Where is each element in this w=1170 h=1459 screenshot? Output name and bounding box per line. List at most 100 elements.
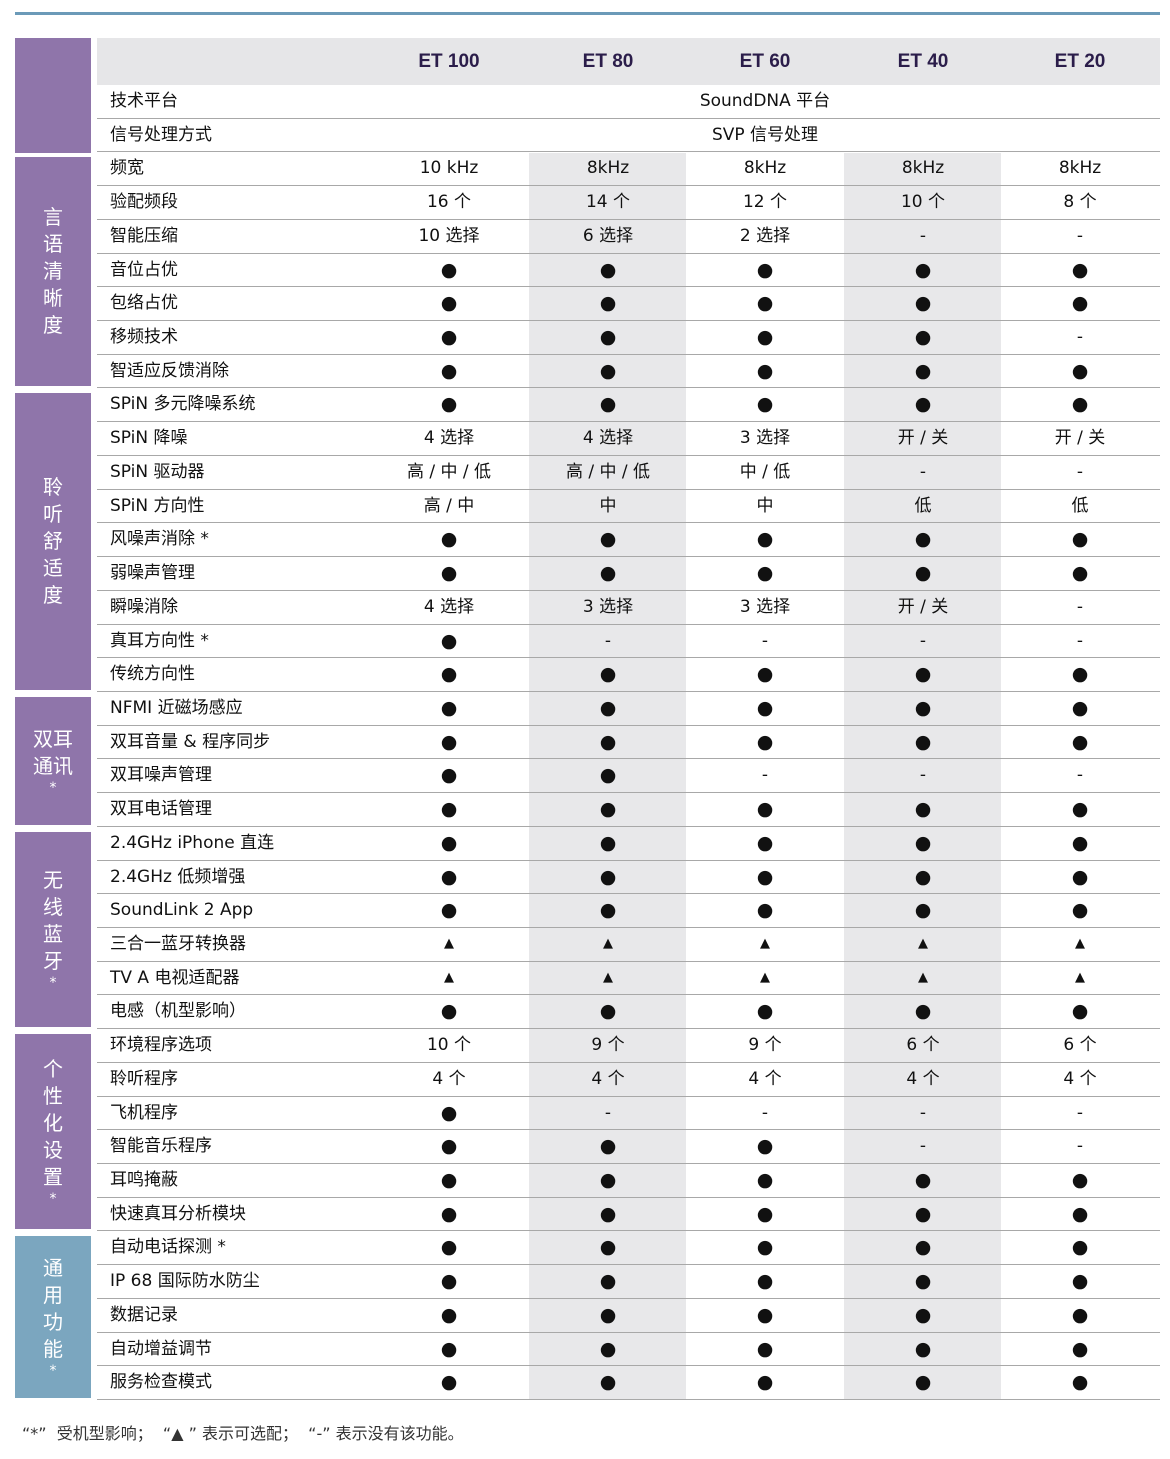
optional-triangle-icon: ▲: [918, 936, 928, 951]
group-label-line: 晰: [43, 286, 63, 311]
row-value: 14 个: [585, 192, 631, 213]
table-row: 技术平台 SoundDNA 平台: [97, 85, 1160, 119]
row-label: 信号处理方式: [110, 124, 212, 145]
included-dot-icon: ●: [440, 629, 458, 652]
group-label-line: 通讯: [33, 753, 73, 778]
included-dot-icon: ●: [440, 865, 458, 888]
optional-triangle-icon: ▲: [918, 969, 928, 985]
included-dot-icon: ●: [756, 663, 774, 686]
column-shade-et80: [529, 153, 686, 1400]
included-dot-icon: ●: [1071, 899, 1089, 922]
row-label: 智适应反馈消除: [110, 360, 229, 381]
model-header: ET 80: [582, 51, 634, 72]
included-dot-icon: ●: [756, 865, 774, 888]
table-row: SPiN 方向性 高 / 中 中 中 低 低: [97, 490, 1160, 524]
row-label: 2.4GHz 低频增强: [110, 866, 246, 887]
row-label: 聆听程序: [110, 1068, 178, 1089]
included-dot-icon: ●: [440, 1101, 458, 1124]
included-dot-icon: ●: [756, 899, 774, 922]
not-available-dash: -: [919, 1102, 927, 1123]
included-dot-icon: ●: [599, 1202, 617, 1225]
included-dot-icon: ●: [914, 696, 932, 719]
row-label: NFMI 近磁场感应: [110, 697, 243, 718]
table-row: 智能音乐程序 ● ● ● - -: [97, 1130, 1160, 1165]
row-label: 移频技术: [110, 327, 178, 348]
included-dot-icon: ●: [756, 528, 774, 551]
row-label: 技术平台: [110, 91, 178, 111]
included-dot-icon: ●: [756, 1270, 774, 1293]
included-dot-icon: ●: [1071, 393, 1089, 416]
not-available-dash: -: [761, 765, 769, 786]
included-dot-icon: ●: [756, 258, 774, 281]
group-label-line: 言: [43, 205, 63, 230]
included-dot-icon: ●: [1071, 258, 1089, 281]
optional-triangle-icon: ▲: [1075, 969, 1085, 985]
row-value: 开 / 关: [1054, 428, 1106, 449]
row-value: 10 个: [426, 1035, 472, 1056]
included-dot-icon: ●: [440, 1371, 458, 1394]
included-dot-icon: ●: [440, 1337, 458, 1360]
row-label: SPiN 多元降噪系统: [110, 394, 256, 415]
included-dot-icon: ●: [756, 1303, 774, 1326]
group-label-line: 个: [43, 1057, 63, 1082]
included-dot-icon: ●: [1071, 798, 1089, 821]
included-dot-icon: ●: [599, 663, 617, 686]
group-label-line: 线: [43, 895, 63, 920]
row-label: 频宽: [110, 158, 144, 179]
included-dot-icon: ●: [1071, 562, 1089, 585]
row-value: 3 选择: [582, 596, 634, 617]
table-row: 瞬噪消除 4 选择 3 选择 3 选择 开 / 关 -: [97, 591, 1160, 625]
included-dot-icon: ●: [1071, 292, 1089, 315]
group-label-line: 适: [43, 556, 63, 581]
table-row: 快速真耳分析模块 ● ● ● ● ●: [97, 1198, 1160, 1232]
not-available-dash: -: [1076, 225, 1084, 246]
included-dot-icon: ●: [914, 663, 932, 686]
table-row: 2.4GHz iPhone 直连 ● ● ● ● ●: [97, 827, 1160, 861]
group-label: 通用功能 *: [15, 1236, 91, 1399]
row-label: 真耳方向性 *: [110, 630, 209, 651]
included-dot-icon: ●: [756, 1169, 774, 1192]
included-dot-icon: ●: [914, 899, 932, 922]
row-value: 12 个: [742, 192, 788, 213]
included-dot-icon: ●: [914, 798, 932, 821]
model-header: ET 100: [418, 51, 480, 72]
included-dot-icon: ●: [440, 798, 458, 821]
included-dot-icon: ●: [1071, 359, 1089, 382]
row-value: 8kHz: [901, 158, 945, 179]
included-dot-icon: ●: [599, 831, 617, 854]
included-dot-icon: ●: [440, 562, 458, 585]
row-value: 8 个: [1063, 192, 1097, 213]
table-row: IP 68 国际防水防尘 ● ● ● ● ●: [97, 1265, 1160, 1299]
included-dot-icon: ●: [914, 730, 932, 753]
group-label-line: 化: [43, 1111, 63, 1136]
table-row: 三合一蓝牙转换器 ▲ ▲ ▲ ▲ ▲: [97, 928, 1160, 962]
included-dot-icon: ●: [914, 326, 932, 349]
included-dot-icon: ●: [756, 1000, 774, 1023]
header-sidebar-block: [15, 38, 91, 153]
included-dot-icon: ●: [599, 326, 617, 349]
row-value: 中: [599, 495, 617, 516]
included-dot-icon: ●: [440, 326, 458, 349]
included-dot-icon: ●: [599, 1169, 617, 1192]
included-dot-icon: ●: [599, 292, 617, 315]
included-dot-icon: ●: [756, 798, 774, 821]
row-value: 4 选择: [423, 596, 475, 617]
row-label: 双耳音量 & 程序同步: [110, 731, 271, 752]
group-label-line: 能: [43, 1337, 63, 1362]
row-label: SPiN 驱动器: [110, 461, 205, 482]
optional-triangle-icon: ▲: [760, 936, 770, 951]
included-dot-icon: ●: [756, 1202, 774, 1225]
row-label: 智能音乐程序: [110, 1136, 212, 1157]
not-available-dash: -: [1076, 765, 1084, 786]
included-dot-icon: ●: [599, 1270, 617, 1293]
included-dot-icon: ●: [440, 764, 458, 787]
included-dot-icon: ●: [440, 831, 458, 854]
included-dot-icon: ●: [599, 899, 617, 922]
included-dot-icon: ●: [440, 393, 458, 416]
included-dot-icon: ●: [1071, 1236, 1089, 1259]
included-dot-icon: ●: [440, 359, 458, 382]
row-label: 风噪声消除 *: [110, 529, 209, 550]
table-row: TV A 电视适配器 ▲ ▲ ▲ ▲ ▲: [97, 962, 1160, 996]
row-value: 10 个: [900, 192, 946, 213]
